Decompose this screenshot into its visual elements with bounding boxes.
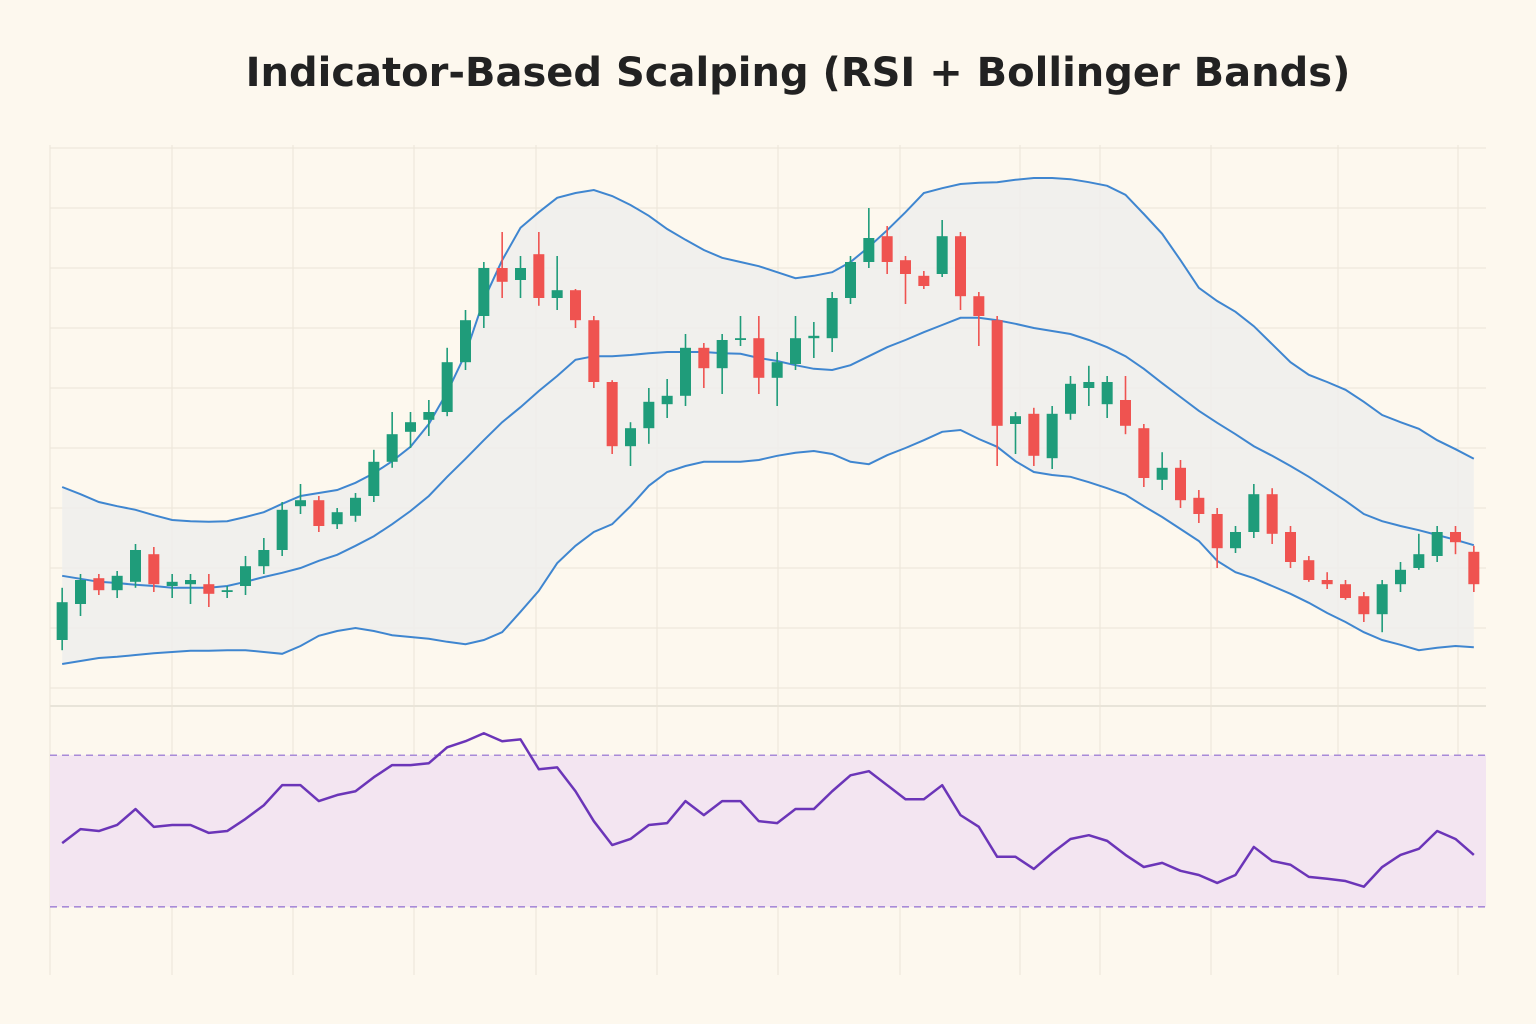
candle-body: [1046, 413, 1058, 459]
candle-body: [130, 550, 141, 582]
candle-body: [863, 238, 875, 262]
candle-body: [771, 362, 783, 378]
candle-body: [1120, 400, 1131, 426]
candle-body: [148, 554, 160, 585]
candle-body: [295, 500, 306, 507]
candle-body: [1248, 494, 1260, 532]
rsi-line: [61, 732, 1475, 888]
candle-body: [1028, 413, 1040, 456]
candle-body: [991, 320, 1003, 426]
band-fill: [62, 178, 1474, 664]
candle-body: [258, 550, 270, 567]
candle-body: [551, 290, 563, 298]
candle-body: [680, 347, 691, 396]
candle-body: [918, 275, 930, 286]
candle-body: [955, 236, 966, 297]
candle-body: [900, 260, 911, 274]
candle-body: [1193, 497, 1205, 514]
candle-body: [1395, 569, 1406, 585]
candle-body: [478, 268, 490, 316]
candle-body: [331, 512, 343, 525]
candle-body: [1065, 383, 1076, 414]
candle-body: [240, 566, 251, 586]
candle-body: [790, 338, 801, 364]
candle-body: [661, 395, 673, 405]
candle-body: [313, 500, 325, 526]
candle-body: [625, 428, 636, 447]
candle-body: [1138, 428, 1150, 478]
candle-body: [386, 434, 398, 462]
candle-body: [460, 320, 471, 363]
candle-body: [1358, 596, 1370, 615]
candle-body: [56, 602, 68, 640]
candle-body: [716, 340, 728, 369]
candle-body: [496, 268, 508, 282]
candle-body: [368, 461, 380, 496]
candle-body: [845, 262, 856, 298]
candle-body: [1230, 532, 1241, 549]
candle-body: [1376, 584, 1388, 615]
candle-body: [1431, 532, 1443, 556]
candle-body: [221, 590, 233, 592]
candle-body: [276, 509, 288, 550]
candle-body: [588, 320, 600, 382]
candle-body: [111, 575, 123, 591]
candle-body: [350, 497, 361, 516]
band-lower: [62, 428, 1474, 665]
candle-body: [1321, 580, 1333, 585]
candle-body: [973, 296, 985, 316]
candle-body: [75, 580, 86, 604]
candle-body: [606, 382, 618, 447]
candle-body: [93, 578, 105, 591]
band-middle: [62, 316, 1475, 589]
band-upper: [61, 177, 1475, 523]
candle-body: [405, 422, 416, 432]
candle-body: [698, 347, 710, 369]
rsi-zone: [50, 755, 1486, 907]
candle-body: [826, 298, 838, 339]
candle-body: [808, 335, 820, 339]
candle-body: [643, 401, 655, 429]
candle-body: [441, 362, 453, 412]
candle-body: [1010, 416, 1021, 424]
candle-body: [1285, 532, 1296, 562]
chart-title: Indicator-Based Scalping (RSI + Bollinge…: [246, 50, 1351, 96]
candle-body: [1340, 584, 1351, 598]
candle-body: [735, 338, 746, 340]
candle-body: [881, 236, 893, 262]
candle-body: [423, 412, 435, 420]
candle-body: [185, 580, 196, 585]
candle-body: [936, 236, 948, 274]
candle-body: [203, 584, 215, 594]
candle-body: [1413, 554, 1425, 568]
candle-body: [515, 268, 526, 280]
candle-body: [1156, 467, 1168, 480]
candle-body: [1468, 551, 1480, 585]
candle-body: [1175, 467, 1186, 501]
candle-body: [1211, 514, 1223, 549]
candle-body: [1303, 560, 1315, 580]
candle-body: [1101, 382, 1113, 405]
candle-body: [1266, 494, 1278, 534]
candle-body: [753, 338, 765, 378]
candle-body: [570, 290, 581, 321]
candle-body: [166, 581, 178, 586]
candle-body: [1083, 382, 1095, 388]
candle-body: [533, 254, 545, 298]
candle-body: [1450, 532, 1461, 543]
